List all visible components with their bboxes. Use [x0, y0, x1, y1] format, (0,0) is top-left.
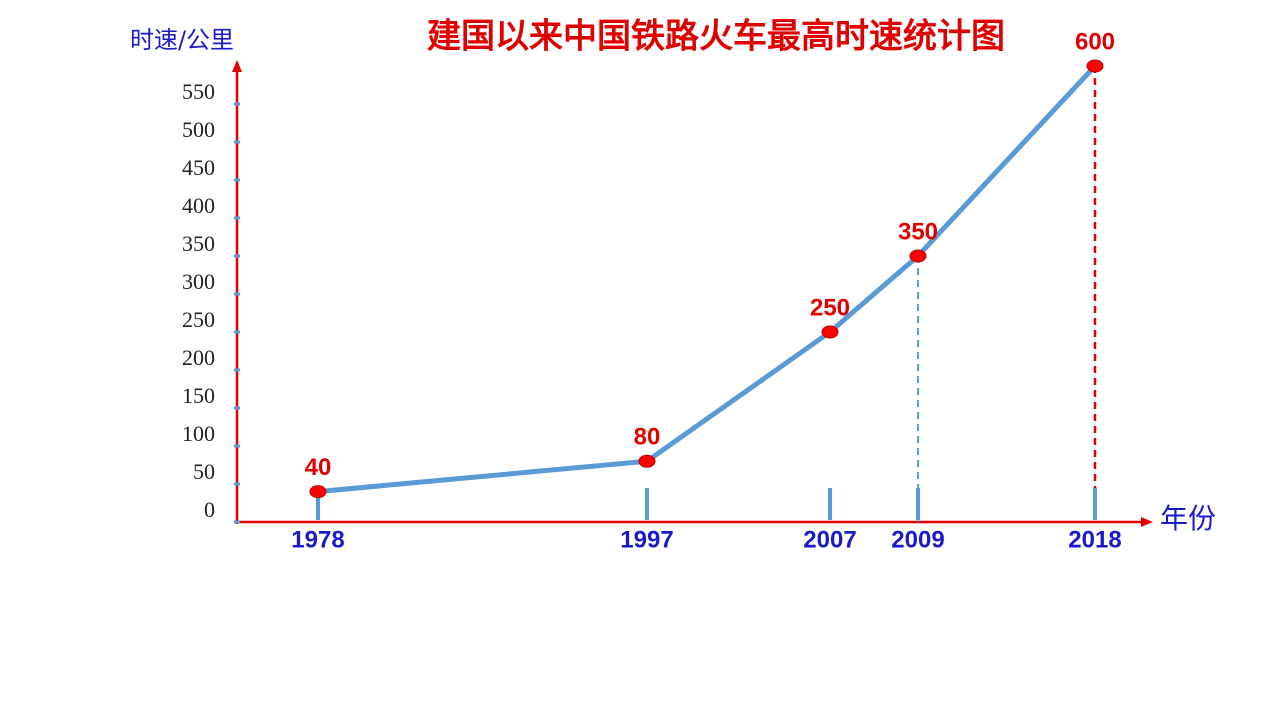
y-tick-label: 100	[182, 421, 215, 446]
y-tick-label: 0	[204, 497, 215, 522]
value-label: 600	[1075, 28, 1115, 55]
y-axis-arrow	[232, 60, 242, 72]
y-tick-label: 300	[182, 269, 215, 294]
point	[909, 249, 927, 263]
y-tick-label: 150	[182, 383, 215, 408]
x-tick-label: 2007	[803, 526, 856, 553]
value-label: 40	[305, 454, 332, 481]
y-tick-label: 500	[182, 117, 215, 142]
point	[1086, 59, 1104, 73]
value-label: 350	[898, 218, 938, 245]
point	[821, 325, 839, 339]
x-axis-arrow	[1141, 517, 1153, 527]
y-tick-label: 250	[182, 307, 215, 332]
y-axis-label: 时速/公里	[130, 26, 234, 54]
y-tick-label: 350	[182, 231, 215, 256]
point	[638, 454, 656, 468]
chart-title: 建国以来中国铁路火车最高时速统计图	[427, 17, 1005, 57]
x-tick-label: 2009	[891, 526, 944, 553]
y-tick-label: 50	[193, 459, 215, 484]
x-tick-label: 1978	[291, 526, 344, 553]
value-label: 250	[810, 294, 850, 321]
x-axis-label: 年份	[1160, 502, 1216, 535]
x-tick-label: 1997	[620, 526, 673, 553]
y-tick-label: 400	[182, 193, 215, 218]
y-tick-label: 550	[182, 79, 215, 104]
line	[317, 64, 1097, 495]
point	[309, 485, 327, 499]
value-label: 80	[634, 424, 661, 451]
y-tick-label: 200	[182, 345, 215, 370]
x-tick-label: 2018	[1068, 526, 1121, 553]
y-tick-label: 450	[182, 155, 215, 180]
